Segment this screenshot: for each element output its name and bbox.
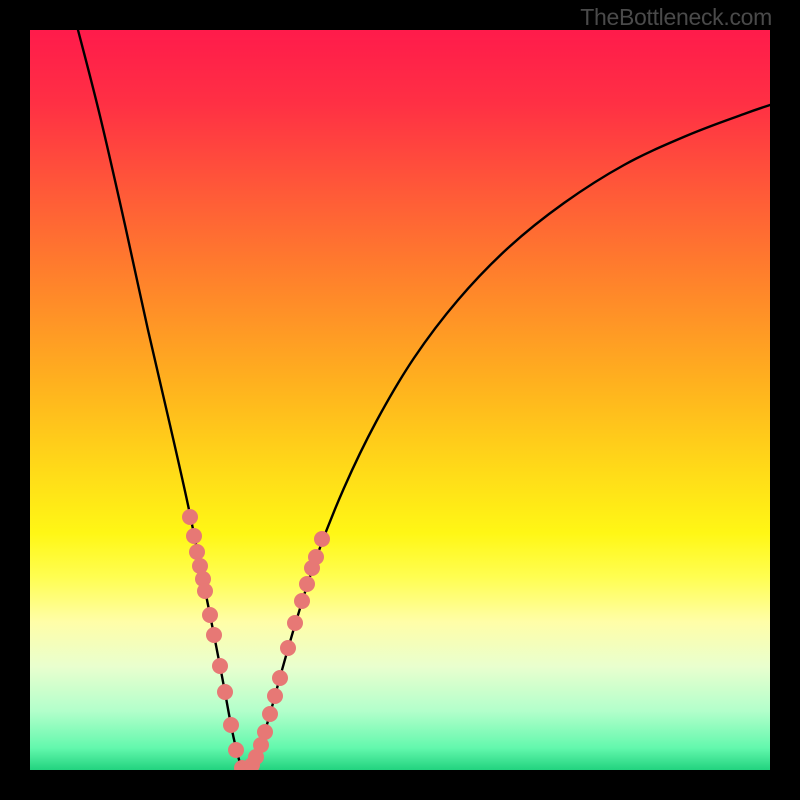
data-marker: [202, 607, 218, 623]
data-marker: [262, 706, 278, 722]
data-marker: [186, 528, 202, 544]
data-marker: [206, 627, 222, 643]
data-marker: [223, 717, 239, 733]
plot-area: [30, 30, 770, 770]
data-marker: [267, 688, 283, 704]
data-marker: [294, 593, 310, 609]
data-marker: [212, 658, 228, 674]
data-marker: [314, 531, 330, 547]
data-marker: [280, 640, 296, 656]
watermark-text: TheBottleneck.com: [580, 4, 772, 31]
chart-frame: TheBottleneck.com: [0, 0, 800, 800]
data-marker: [272, 670, 288, 686]
data-marker: [189, 544, 205, 560]
data-marker: [217, 684, 233, 700]
data-marker: [228, 742, 244, 758]
data-marker: [308, 549, 324, 565]
plot-svg: [30, 30, 770, 770]
data-marker: [182, 509, 198, 525]
data-marker: [197, 583, 213, 599]
gradient-background: [30, 30, 770, 770]
data-marker: [257, 724, 273, 740]
data-marker: [287, 615, 303, 631]
data-marker: [299, 576, 315, 592]
